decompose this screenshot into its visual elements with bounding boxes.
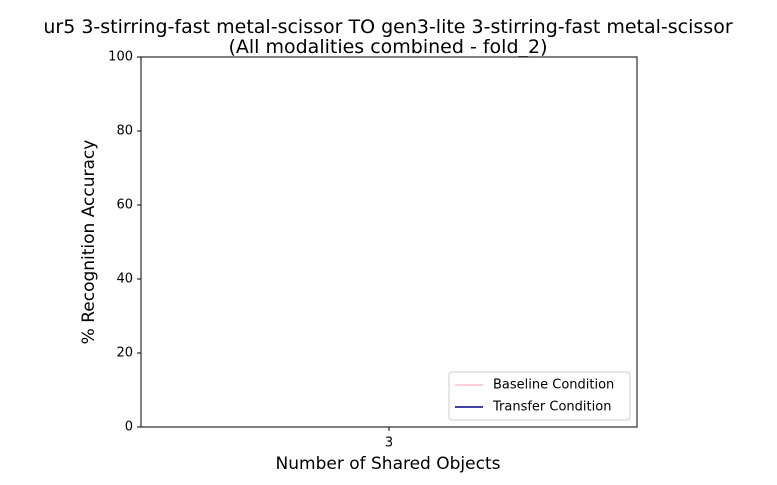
x-tick-label: 3: [385, 436, 393, 451]
y-tick-label: 20: [116, 346, 133, 361]
legend-label: Transfer Condition: [492, 400, 611, 415]
y-tick-label: 40: [116, 272, 133, 287]
x-axis-label: Number of Shared Objects: [276, 454, 501, 474]
chart-title: ur5 3-stirring-fast metal-scissor TO gen…: [43, 16, 732, 58]
legend-label: Baseline Condition: [493, 378, 614, 393]
y-tick-label: 100: [108, 50, 133, 65]
y-tick-label: 80: [116, 124, 133, 139]
legend-box: [448, 371, 631, 421]
y-tick-label: 60: [116, 198, 133, 213]
y-axis-label: % Recognition Accuracy: [79, 140, 99, 345]
y-tick-label: 0: [125, 420, 133, 435]
